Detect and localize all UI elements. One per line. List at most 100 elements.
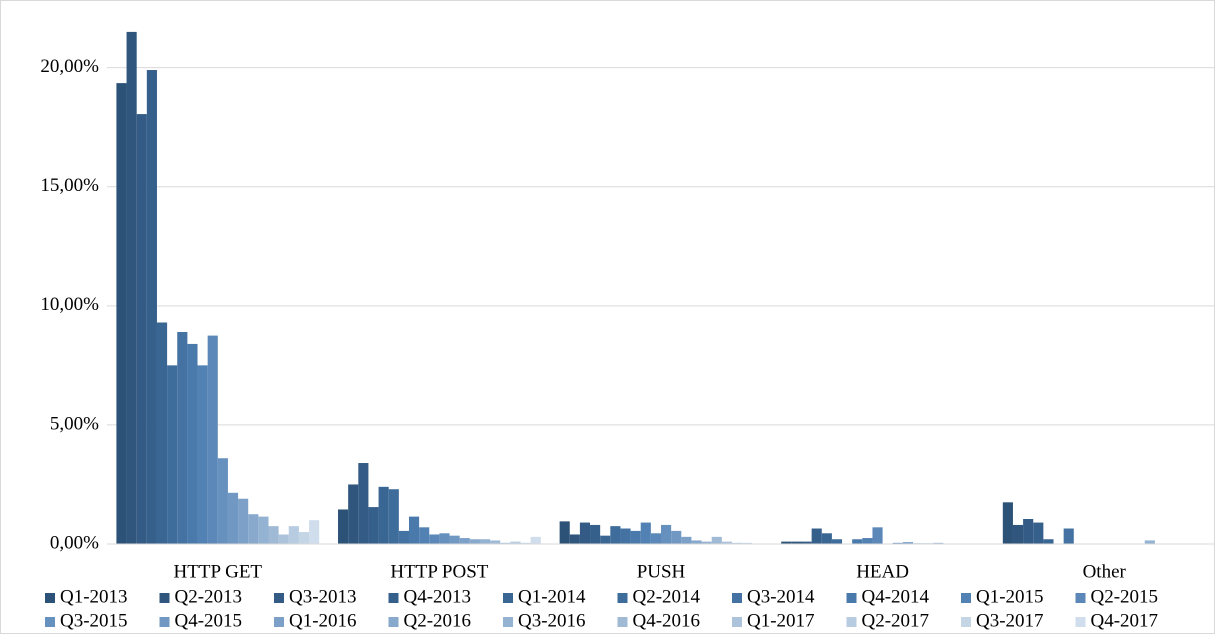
bar: [862, 538, 873, 544]
bar: [661, 524, 672, 544]
bar: [146, 70, 157, 544]
legend-swatch: [45, 617, 55, 627]
bar: [569, 534, 580, 544]
legend-swatch: [846, 593, 857, 603]
legend-label: Q1-2014: [518, 586, 586, 607]
bar: [358, 463, 369, 544]
legend-swatch: [45, 593, 55, 603]
x-tick-label: HEAD: [856, 561, 909, 582]
legend-label: Q4-2017: [1091, 610, 1159, 631]
bar: [459, 538, 470, 544]
bar: [852, 539, 863, 544]
bar: [510, 541, 521, 544]
bar: [309, 520, 320, 544]
bar: [1002, 502, 1013, 544]
bar: [469, 539, 480, 544]
bar: [278, 534, 289, 544]
bar: [136, 114, 147, 544]
bar: [640, 522, 651, 544]
legend-swatch: [961, 593, 971, 603]
bar: [1063, 528, 1074, 544]
bar: [1144, 540, 1155, 544]
bar: [650, 533, 661, 544]
bar: [490, 540, 501, 544]
bar: [701, 541, 712, 544]
legend-swatch: [274, 593, 284, 603]
bar: [579, 522, 591, 544]
bar: [590, 524, 601, 544]
bar: [821, 533, 832, 544]
bar: [408, 516, 420, 544]
legend-swatch: [159, 617, 170, 627]
bar: [630, 530, 641, 544]
bar: [398, 530, 409, 544]
bar: [378, 486, 389, 544]
bar: [902, 542, 914, 544]
bar: [610, 526, 621, 544]
legend-label: Q3-2013: [289, 586, 357, 607]
legend-label: Q3-2014: [747, 586, 815, 607]
legend-label: Q2-2013: [175, 586, 243, 607]
bar: [197, 365, 208, 544]
bar: [831, 539, 843, 544]
bar: [167, 365, 178, 544]
bar: [248, 514, 259, 544]
bar: [348, 484, 359, 544]
legend-label: Q1-2013: [60, 586, 128, 607]
bar: [227, 492, 239, 544]
bar: [1033, 522, 1044, 544]
bar: [116, 83, 127, 545]
legend-label: Q4-2015: [175, 610, 243, 631]
bar: [671, 530, 682, 544]
bar: [872, 527, 883, 544]
bar: [731, 542, 743, 544]
legend-swatch: [617, 593, 628, 603]
y-tick-label: 10,00%: [40, 294, 99, 315]
bar: [1023, 518, 1034, 544]
bar: [530, 536, 541, 544]
legend-label: Q1-2017: [747, 610, 815, 631]
y-tick-label: 20,00%: [40, 56, 99, 77]
bar: [288, 526, 299, 544]
x-tick-label: HTTP GET: [174, 561, 263, 582]
legend-swatch: [732, 617, 742, 627]
legend-swatch: [274, 617, 284, 627]
y-tick-label: 5,00%: [50, 413, 99, 434]
legend-swatch: [732, 593, 742, 603]
bar: [933, 542, 944, 544]
bar: [338, 509, 349, 544]
legend-label: Q2-2014: [633, 586, 701, 607]
bar: [721, 541, 732, 544]
legend-label: Q3-2015: [60, 610, 128, 631]
bar: [559, 521, 570, 544]
bar: [811, 528, 822, 544]
legend-label: Q1-2015: [976, 586, 1044, 607]
bar: [177, 332, 188, 544]
bar: [892, 542, 903, 544]
bar: [801, 541, 812, 544]
legend-label: Q4-2014: [862, 586, 930, 607]
bar: [217, 458, 228, 544]
legend-swatch: [503, 593, 513, 603]
bar: [126, 31, 137, 544]
x-tick-label: HTTP POST: [390, 561, 488, 582]
bar: [711, 536, 722, 544]
y-tick-label: 0,00%: [50, 532, 99, 553]
bar: [156, 322, 168, 544]
bar: [268, 526, 279, 544]
bar: [298, 532, 310, 544]
legend-swatch: [1075, 617, 1086, 627]
bar: [419, 527, 430, 544]
legend-label: Q2-2017: [862, 610, 930, 631]
bar: [520, 542, 531, 544]
legend-label: Q1-2016: [289, 610, 357, 631]
legend-swatch: [503, 617, 513, 627]
legend-label: Q3-2016: [518, 610, 586, 631]
legend-label: Q2-2015: [1091, 586, 1159, 607]
bar: [449, 535, 460, 544]
bar: [429, 534, 440, 544]
bar: [368, 507, 379, 544]
legend-swatch: [388, 593, 399, 603]
legend-swatch: [388, 617, 399, 627]
